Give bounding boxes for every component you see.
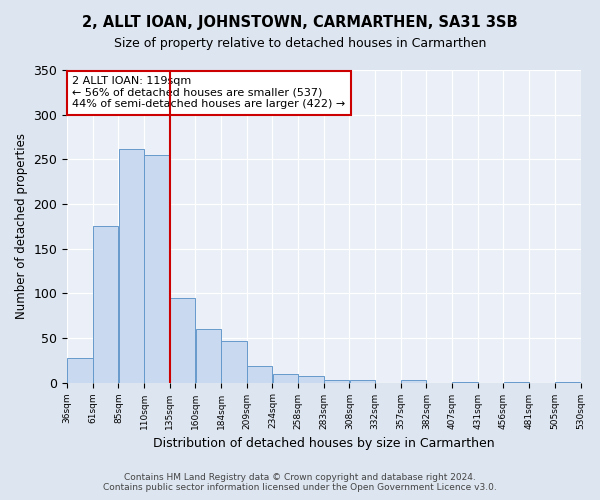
Y-axis label: Number of detached properties: Number of detached properties [15,134,28,320]
Bar [196,329,221,382]
Text: Contains HM Land Registry data © Crown copyright and database right 2024.
Contai: Contains HM Land Registry data © Crown c… [103,473,497,492]
Bar [93,226,118,382]
Bar [273,374,298,382]
Bar [247,366,272,382]
Text: 2 ALLT IOAN: 119sqm
← 56% of detached houses are smaller (537)
44% of semi-detac: 2 ALLT IOAN: 119sqm ← 56% of detached ho… [72,76,346,110]
Bar [145,155,170,382]
Bar [401,380,426,382]
Text: 2, ALLT IOAN, JOHNSTOWN, CARMARTHEN, SA31 3SB: 2, ALLT IOAN, JOHNSTOWN, CARMARTHEN, SA3… [82,15,518,30]
Bar [324,380,349,382]
Bar [298,376,323,382]
Bar [170,298,195,382]
X-axis label: Distribution of detached houses by size in Carmarthen: Distribution of detached houses by size … [153,437,494,450]
Bar [221,342,247,382]
Bar [119,148,144,382]
Text: Size of property relative to detached houses in Carmarthen: Size of property relative to detached ho… [114,38,486,51]
Bar [67,358,92,382]
Bar [350,380,375,382]
